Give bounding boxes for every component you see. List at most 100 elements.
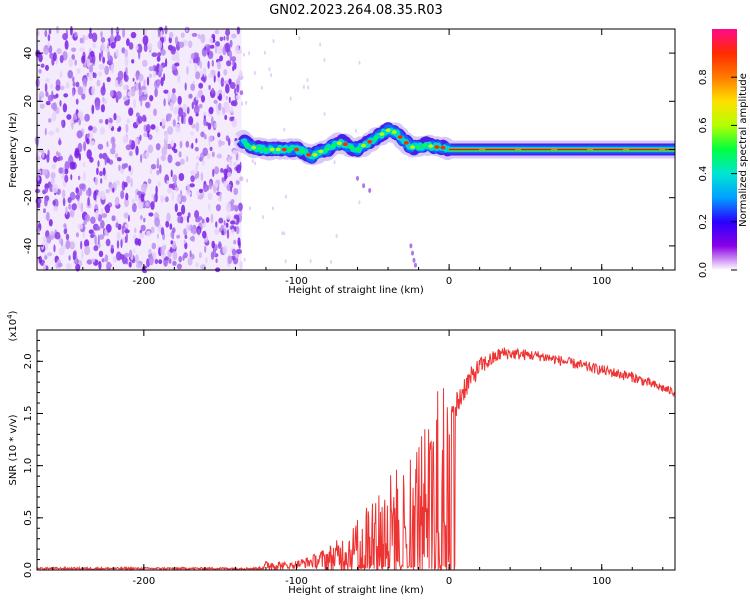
noise-blob [78, 118, 82, 126]
noise-blob [307, 85, 310, 90]
noise-blob [114, 196, 120, 206]
noise-blob [79, 37, 84, 44]
noise-blob [190, 53, 196, 60]
noise-blob [195, 138, 198, 144]
signal-trail [409, 243, 413, 249]
noise-blob [183, 239, 186, 245]
noise-blob [165, 220, 170, 228]
noise-blob [251, 159, 254, 164]
signal-hotspot [269, 147, 275, 152]
noise-blob [44, 127, 47, 136]
noise-blob [211, 59, 214, 67]
signal-hotspot [342, 142, 348, 146]
signal-hotspot [306, 153, 312, 157]
noise-blob [220, 224, 225, 230]
snr-series-line [36, 347, 676, 572]
noise-blob [225, 95, 229, 101]
colorbar-scale [712, 29, 737, 270]
noise-blob [114, 153, 119, 159]
noise-blob [50, 230, 55, 241]
noise-blob [232, 100, 238, 107]
noise-blob [233, 214, 240, 220]
noise-blob [335, 234, 338, 239]
noise-blob [220, 77, 225, 87]
noise-blob [213, 122, 217, 129]
noise-blob [236, 164, 242, 174]
noise-blob [106, 141, 109, 148]
y-tick-label: 20 [23, 95, 34, 108]
noise-blob [87, 133, 90, 138]
noise-blob [128, 165, 131, 172]
noise-blob [223, 220, 226, 226]
noise-blob [136, 73, 139, 81]
signal-hotspot [281, 147, 287, 152]
noise-blob [197, 229, 201, 236]
noise-blob [176, 234, 181, 239]
noise-blob [205, 217, 210, 223]
noise-blob [237, 237, 241, 247]
noise-blob [242, 52, 245, 57]
noise-blob [223, 226, 226, 236]
signal-hotspot [397, 135, 403, 139]
noise-blob [209, 146, 213, 152]
colorbar: 0.0 0.2 0.4 0.6 0.8 Normalized spectral ampl… [698, 29, 749, 278]
noise-blob [67, 197, 72, 204]
noise-blob [330, 259, 333, 264]
noise-blob [106, 157, 111, 164]
noise-blob [227, 255, 233, 265]
noise-blob [180, 190, 183, 196]
noise-blob [99, 119, 103, 124]
noise-blob [217, 71, 221, 78]
noise-blob [76, 130, 83, 139]
noise-blob [94, 234, 97, 245]
noise-blob [225, 42, 231, 53]
noise-blob [62, 103, 68, 113]
noise-blob [91, 258, 96, 263]
noise-blob [100, 208, 104, 215]
noise-blob [100, 104, 105, 113]
noise-blob [186, 66, 189, 75]
noise-blob [186, 155, 189, 163]
noise-blob [110, 244, 114, 249]
noise-blob [154, 258, 159, 264]
noise-blob [148, 66, 154, 72]
noise-blob [166, 212, 171, 222]
noise-blob [86, 58, 91, 68]
noise-blob [217, 132, 221, 138]
noise-blob [91, 85, 96, 96]
noise-blob [151, 242, 157, 250]
noise-blob [43, 262, 46, 272]
noise-blob [71, 47, 77, 52]
noise-blob [223, 36, 226, 41]
noise-blob [132, 77, 135, 82]
noise-blob [76, 191, 80, 202]
noise-blob [118, 126, 122, 131]
noise-blob [130, 31, 137, 39]
signal-hotspot [422, 143, 428, 147]
noise-blob [69, 161, 76, 170]
noise-blob [195, 122, 200, 132]
noise-blob [88, 32, 93, 39]
noise-blob [200, 76, 206, 82]
noise-blob [38, 68, 42, 74]
noise-blob [203, 46, 207, 51]
noise-blob [112, 255, 118, 263]
noise-blob [83, 141, 87, 152]
noise-blob [238, 202, 243, 212]
noise-blob [156, 55, 161, 62]
noise-blob [107, 51, 111, 60]
noise-blob [223, 69, 228, 76]
colorbar-ticks: 0.0 0.2 0.4 0.6 0.8 [698, 69, 737, 278]
noise-blob [55, 25, 60, 34]
noise-blob [140, 96, 143, 107]
noise-blob [88, 125, 93, 131]
noise-blob [225, 202, 232, 213]
noise-blob [124, 252, 130, 258]
noise-blob [191, 123, 196, 129]
noise-blob [69, 210, 73, 217]
noise-blob [116, 240, 120, 249]
noise-blob [177, 215, 182, 224]
noise-blob [38, 53, 43, 63]
noise-blob [71, 122, 74, 130]
noise-blob [104, 205, 110, 211]
